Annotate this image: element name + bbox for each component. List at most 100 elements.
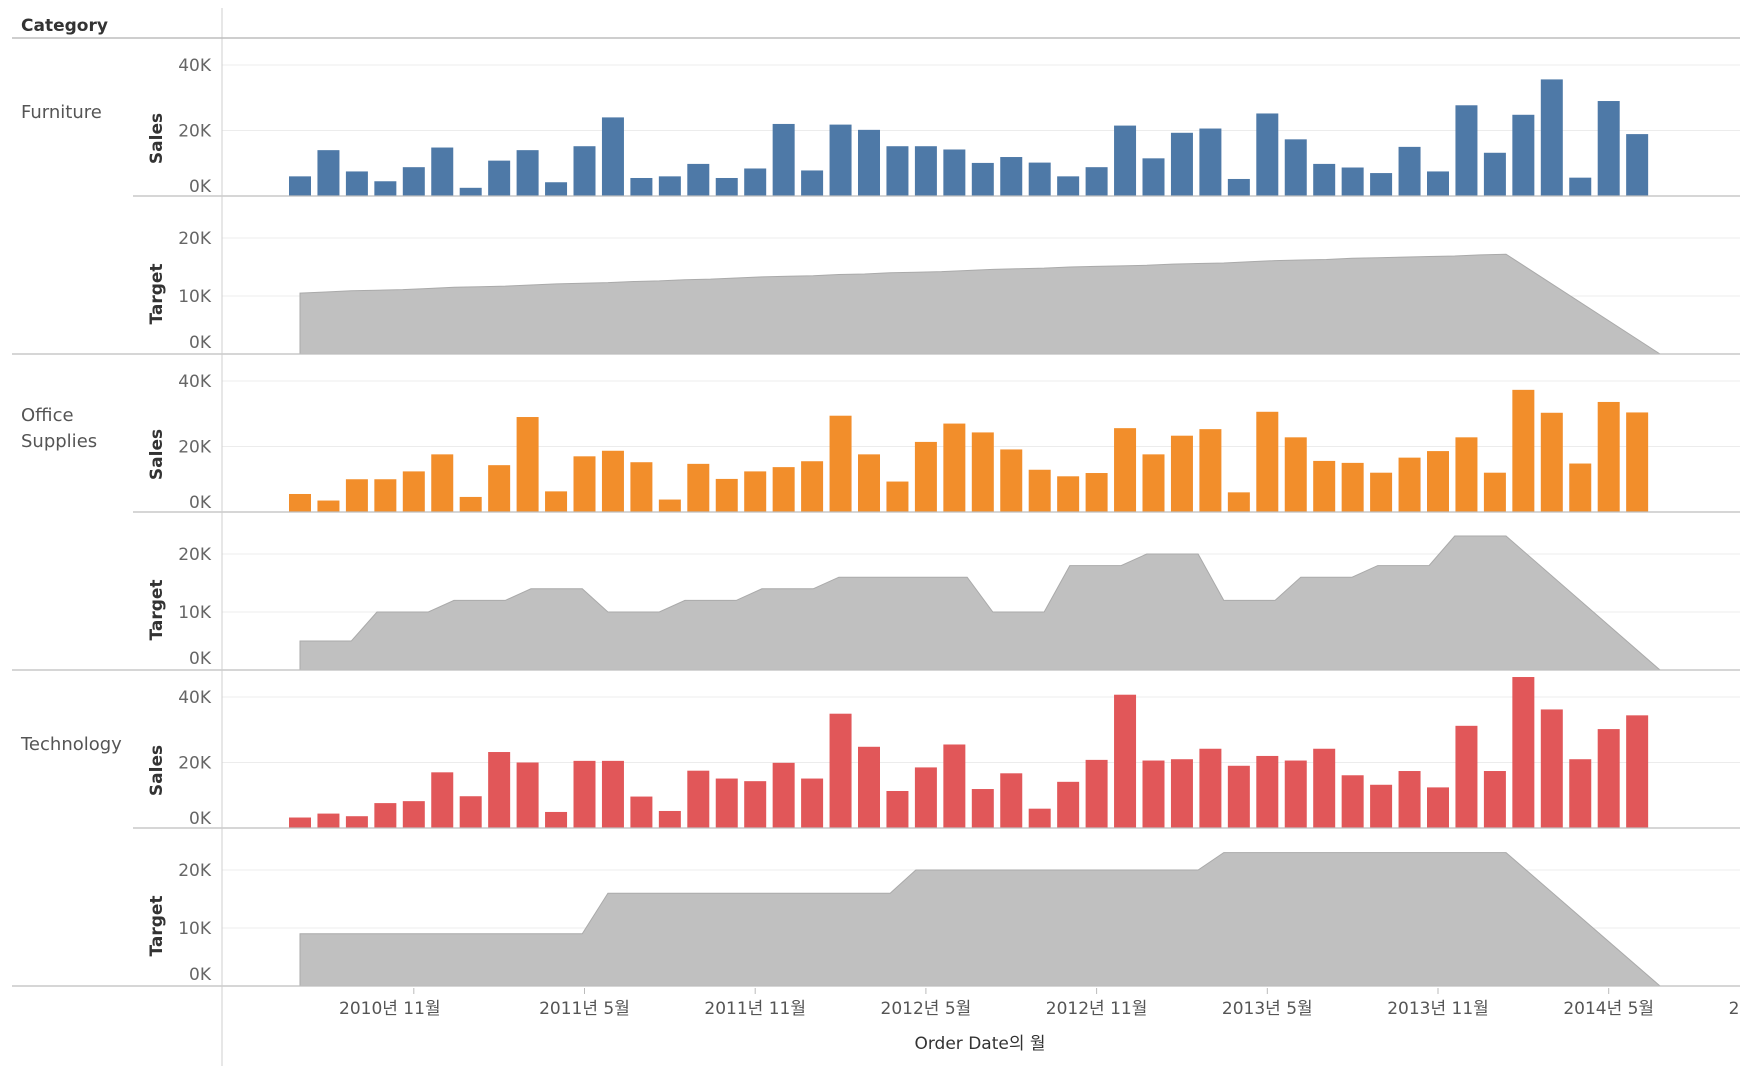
sales-bar (1370, 173, 1393, 196)
sales-bar (1000, 157, 1023, 196)
sales-bar (687, 463, 710, 512)
sales-bar (858, 746, 880, 828)
target-tick-label: 20K (178, 861, 212, 881)
sales-bar (1597, 401, 1620, 512)
sales-bar (488, 160, 511, 196)
sales-bar (488, 465, 511, 512)
x-tick-label: 2014년 11월 (1729, 999, 1740, 1019)
sales-bar (1512, 677, 1535, 828)
sales-tick-label: 40K (178, 688, 212, 708)
sales-bar (1142, 158, 1165, 196)
sales-bar (1227, 765, 1250, 828)
x-tick-label: 2011년 11월 (704, 999, 806, 1019)
sales-bar (289, 817, 311, 828)
sales-bar (374, 803, 397, 828)
sales-axis-title: Sales (147, 429, 167, 480)
sales-bar (1512, 114, 1535, 196)
sales-bar (1626, 134, 1649, 196)
sales-bar (1170, 435, 1193, 512)
sales-bar (744, 471, 767, 512)
category-row: Technology 40K 20K 0K Sales 20K 10K 0K Target (12, 677, 1740, 987)
sales-bar (715, 778, 738, 828)
sales-bar (573, 456, 596, 512)
sales-bar (459, 796, 482, 828)
sales-bar (431, 772, 454, 828)
sales-bar (1227, 178, 1250, 196)
target-tick-label: 10K (178, 603, 212, 623)
sales-bar (630, 177, 653, 196)
sales-bar (1142, 760, 1165, 828)
sales-bar (1284, 437, 1307, 512)
target-tick-label: 20K (178, 545, 212, 565)
sales-bar (1028, 162, 1051, 196)
sales-bar (459, 496, 482, 512)
sales-bar (1170, 132, 1193, 196)
sales-bar (1455, 725, 1478, 828)
category-row: Furniture 40K 20K 0K Sales 20K 10K 0K Target (12, 56, 1740, 355)
sales-bar (1427, 171, 1449, 196)
sales-bar (1114, 125, 1137, 196)
sales-bar (1569, 177, 1592, 196)
sales-bar (573, 146, 596, 196)
target-tick-label: 0K (189, 649, 212, 669)
sales-bar (402, 471, 425, 512)
sales-bar (1199, 128, 1222, 196)
sales-bar (1512, 389, 1535, 512)
category-label: Office (21, 405, 74, 426)
x-tick-label: 2012년 11월 (1046, 999, 1148, 1019)
sales-bar (971, 162, 994, 196)
sales-bar (431, 454, 454, 512)
sales-bar (772, 762, 795, 828)
sales-bar (801, 778, 824, 828)
category-label: Furniture (21, 102, 102, 123)
sales-bar (914, 767, 937, 828)
sales-bar (1569, 759, 1592, 828)
category-header: Category (21, 16, 108, 36)
sales-bar (1256, 755, 1279, 828)
target-tick-label: 10K (178, 919, 212, 939)
x-tick-label: 2013년 5월 (1222, 999, 1313, 1019)
sales-bar (1114, 694, 1137, 828)
sales-bar (1114, 428, 1137, 512)
sales-bar (1057, 176, 1080, 196)
sales-bar (1227, 492, 1250, 512)
sales-bar (1540, 79, 1563, 196)
sales-bar (772, 467, 795, 512)
sales-bar (1000, 773, 1023, 828)
sales-bar (858, 129, 880, 196)
sales-bar (374, 479, 397, 512)
sales-bar (1540, 412, 1563, 512)
sales-bar (317, 813, 340, 828)
target-tick-label: 20K (178, 229, 212, 249)
sales-bar (545, 182, 568, 196)
sales-bar (516, 762, 539, 828)
sales-bar (658, 810, 681, 828)
sales-bar (886, 146, 909, 196)
sales-bar (1256, 411, 1279, 512)
target-axis-title: Target (147, 895, 167, 956)
sales-tick-label: 20K (178, 438, 212, 458)
sales-bar (1455, 437, 1478, 512)
sales-bar (1057, 781, 1080, 828)
x-tick-label: 2013년 11월 (1387, 999, 1489, 1019)
sales-bar (1313, 748, 1336, 828)
sales-bar (801, 170, 824, 196)
sales-bar (744, 168, 767, 196)
sales-bar (1028, 469, 1051, 512)
sales-bar (687, 163, 710, 196)
sales-bar (1483, 152, 1506, 196)
sales-bar (943, 744, 966, 828)
category-label: Supplies (21, 431, 97, 452)
chart-rows: Furniture40K20K0KSales20K10K0KTargetOffi… (12, 56, 1740, 987)
sales-bar (1370, 472, 1393, 512)
sales-tick-label: 40K (178, 372, 212, 392)
sales-bar (744, 781, 767, 828)
sales-bar (1427, 787, 1449, 828)
sales-bar (1341, 462, 1364, 512)
sales-bar (1313, 460, 1336, 512)
sales-bar (1597, 729, 1620, 828)
sales-tick-label: 0K (189, 809, 212, 829)
sales-bar (431, 147, 454, 196)
sales-bar (1540, 709, 1563, 828)
